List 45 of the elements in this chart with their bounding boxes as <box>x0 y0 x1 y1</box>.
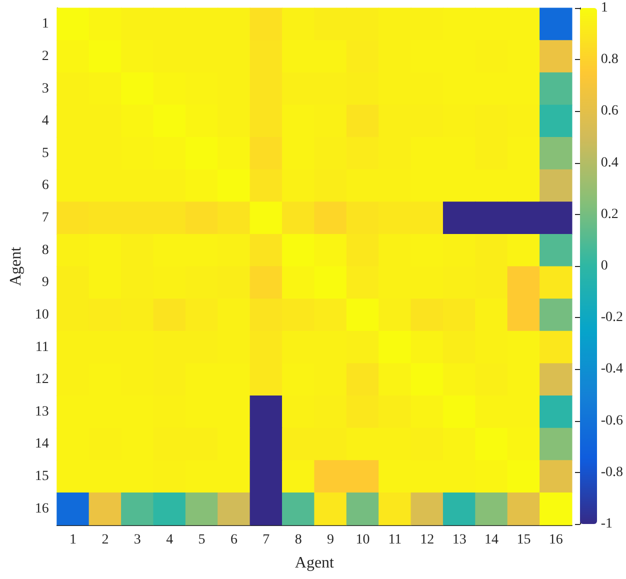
y-tick-label: 5 <box>42 146 49 161</box>
y-tick-label: 7 <box>42 210 49 226</box>
y-tick-label: 2 <box>42 48 49 64</box>
color-bar-label: 0.4 <box>600 155 618 170</box>
x-tick-label: 11 <box>388 532 402 548</box>
y-tick-label: 8 <box>42 242 49 258</box>
x-tick-label: 13 <box>452 532 466 548</box>
color-bar-label: 0.8 <box>600 52 618 68</box>
x-tick-label: 2 <box>102 532 109 548</box>
color-bar-label: -0.2 <box>600 310 624 326</box>
y-tick-label: 9 <box>42 275 49 290</box>
x-axis-title: Agent <box>294 554 335 572</box>
x-tick-label: 7 <box>262 532 270 548</box>
color-bar-label: -0.4 <box>600 362 624 377</box>
x-tick-label: 9 <box>327 532 334 548</box>
color-bar-label: -1 <box>600 516 613 532</box>
y-tick-label: 12 <box>34 372 49 388</box>
y-tick-label: 10 <box>34 307 49 322</box>
x-tick-label: 12 <box>420 532 434 548</box>
y-tick-label: 15 <box>34 469 49 484</box>
x-tick-label: 6 <box>230 532 238 548</box>
y-axis-title: Agent <box>8 246 24 286</box>
x-tick-label: 15 <box>516 532 531 548</box>
y-tick-label: 3 <box>42 81 49 96</box>
y-tick-label: 13 <box>34 404 49 420</box>
y-tick-label: 11 <box>35 340 49 355</box>
x-tick-label: 4 <box>166 532 174 548</box>
x-tick-label: 10 <box>356 532 370 548</box>
color-bar-label: 0 <box>600 258 608 274</box>
x-tick-label: 3 <box>134 532 141 548</box>
y-tick-label: 14 <box>34 436 49 452</box>
y-tick-label: 16 <box>34 501 49 516</box>
color-bar-label: -0.8 <box>600 464 624 480</box>
x-tick-label: 5 <box>198 532 206 548</box>
color-bar-label: 0.6 <box>600 104 618 119</box>
y-tick-label: 1 <box>42 16 49 32</box>
y-tick-label: 6 <box>42 178 49 194</box>
x-tick-label: 14 <box>484 532 499 548</box>
x-tick-label: 1 <box>69 532 76 548</box>
color-bar-label: -0.6 <box>600 413 624 428</box>
x-tick-label: 16 <box>548 532 563 548</box>
x-tick-label: 8 <box>294 532 302 548</box>
y-tick-label: 4 <box>42 114 49 129</box>
color-bar-label: 0.2 <box>600 206 618 222</box>
color-bar-label: 1 <box>600 0 608 16</box>
